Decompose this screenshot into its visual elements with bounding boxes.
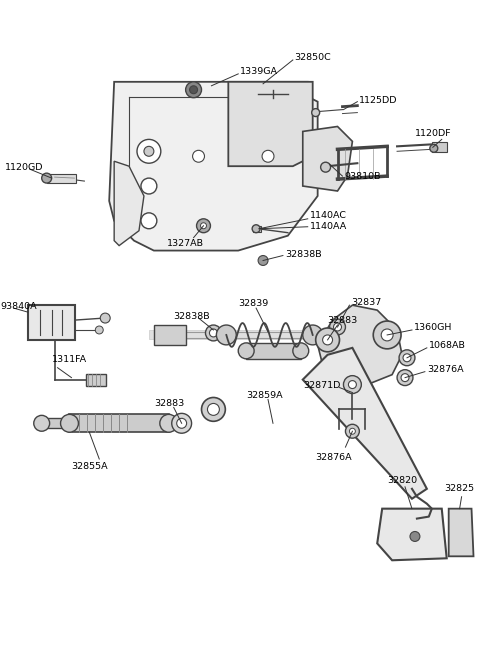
Circle shape <box>96 326 103 334</box>
Text: 1360GH: 1360GH <box>414 324 452 333</box>
Circle shape <box>344 376 361 394</box>
Circle shape <box>430 144 438 153</box>
Text: 32825: 32825 <box>444 484 474 493</box>
Bar <box>154 325 186 345</box>
Circle shape <box>293 343 309 359</box>
Text: 32850C: 32850C <box>294 54 331 62</box>
Circle shape <box>201 223 206 229</box>
Text: 32855A: 32855A <box>72 462 108 472</box>
Circle shape <box>373 321 401 349</box>
Text: 1120GD: 1120GD <box>5 162 44 172</box>
Bar <box>432 142 447 153</box>
Text: 1120DF: 1120DF <box>415 129 452 138</box>
Text: 1311FA: 1311FA <box>52 355 87 364</box>
Text: 32871D: 32871D <box>303 381 340 390</box>
Text: 32876A: 32876A <box>427 365 464 374</box>
Circle shape <box>252 225 260 233</box>
Bar <box>47 174 76 183</box>
Text: 32859A: 32859A <box>246 391 283 400</box>
Circle shape <box>192 150 204 162</box>
Circle shape <box>330 319 346 335</box>
Circle shape <box>316 328 339 352</box>
Circle shape <box>205 325 221 341</box>
Circle shape <box>381 329 393 341</box>
Bar <box>253 226 261 232</box>
Polygon shape <box>318 305 402 384</box>
Text: 32838B: 32838B <box>174 312 210 320</box>
Circle shape <box>401 373 409 382</box>
Circle shape <box>334 323 341 331</box>
Text: 32820: 32820 <box>387 476 417 485</box>
Circle shape <box>202 398 225 421</box>
Circle shape <box>348 381 356 388</box>
Circle shape <box>100 313 110 323</box>
Text: 32883: 32883 <box>154 399 184 408</box>
Polygon shape <box>228 82 312 166</box>
Circle shape <box>323 335 333 345</box>
Text: 32837: 32837 <box>351 297 382 307</box>
Circle shape <box>141 213 157 229</box>
Text: 1140AA: 1140AA <box>310 222 347 231</box>
Text: 1140AC: 1140AC <box>310 212 347 220</box>
Polygon shape <box>114 161 144 246</box>
Circle shape <box>186 82 202 98</box>
Polygon shape <box>109 82 318 251</box>
Circle shape <box>207 403 219 415</box>
Circle shape <box>303 325 323 345</box>
Bar <box>28 305 75 340</box>
Text: 1327AB: 1327AB <box>167 239 204 248</box>
Polygon shape <box>377 509 447 560</box>
Bar <box>42 419 72 428</box>
Circle shape <box>399 350 415 365</box>
Text: 1339GA: 1339GA <box>240 67 278 77</box>
Circle shape <box>410 531 420 542</box>
Circle shape <box>346 424 360 438</box>
Circle shape <box>177 419 187 428</box>
Text: 32838B: 32838B <box>285 250 322 259</box>
Bar <box>246 343 301 359</box>
Circle shape <box>141 178 157 194</box>
Polygon shape <box>449 509 473 556</box>
Circle shape <box>190 86 198 94</box>
Circle shape <box>238 343 254 359</box>
Polygon shape <box>303 126 352 191</box>
Bar <box>70 415 169 432</box>
Circle shape <box>172 413 192 433</box>
Circle shape <box>216 325 236 345</box>
Text: 32876A: 32876A <box>316 453 352 462</box>
Polygon shape <box>303 348 427 498</box>
Text: 93840A: 93840A <box>0 302 36 310</box>
Circle shape <box>349 428 355 434</box>
Circle shape <box>312 109 320 117</box>
Circle shape <box>397 369 413 386</box>
Circle shape <box>34 415 49 431</box>
Circle shape <box>209 329 217 337</box>
Text: 32883: 32883 <box>327 316 358 325</box>
Text: 93810B: 93810B <box>345 172 381 181</box>
Circle shape <box>60 415 78 432</box>
Bar <box>86 373 106 386</box>
Circle shape <box>137 140 161 163</box>
Circle shape <box>160 415 178 432</box>
Text: 1125DD: 1125DD <box>360 96 398 105</box>
Circle shape <box>403 354 411 362</box>
Circle shape <box>262 150 274 162</box>
Circle shape <box>42 173 52 183</box>
Circle shape <box>321 162 331 172</box>
Circle shape <box>258 255 268 265</box>
Text: 32839: 32839 <box>238 299 268 308</box>
Text: 1068AB: 1068AB <box>429 341 466 350</box>
Circle shape <box>144 146 154 157</box>
Circle shape <box>196 219 210 233</box>
